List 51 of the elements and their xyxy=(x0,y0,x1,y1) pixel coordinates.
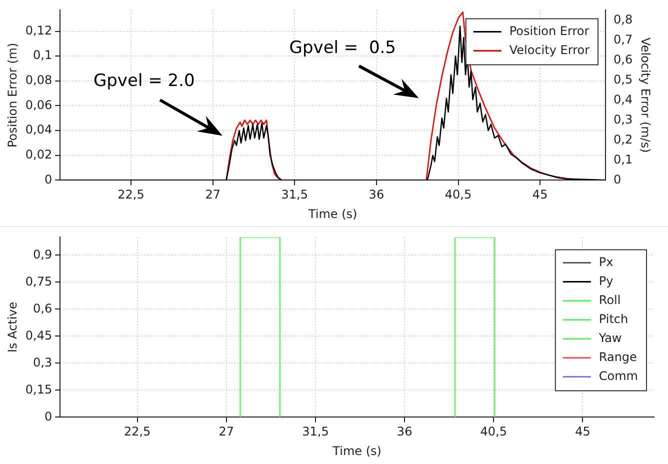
legend-label: Comm xyxy=(598,368,638,383)
y-axis-title: Is Active xyxy=(5,302,20,353)
y-tick-label: 0,45 xyxy=(25,328,52,342)
y2-tick-label: 0 xyxy=(614,172,622,186)
y2-tick-label: 0,4 xyxy=(614,92,633,106)
y2-tick-label: 0,1 xyxy=(614,152,633,166)
x-tick-label: 22,5 xyxy=(124,424,151,439)
legend-label: Roll xyxy=(598,292,621,307)
x-tick-label: 40,5 xyxy=(444,188,472,202)
legend-label: Pitch xyxy=(598,312,628,326)
y2-tick-label: 0,2 xyxy=(614,132,633,146)
x-tick-label: 45 xyxy=(532,188,548,202)
legend-label: Px xyxy=(598,254,614,269)
legend-label: Position Error xyxy=(509,24,590,38)
y-tick-label: 0,04 xyxy=(25,122,52,137)
y-tick-label: 0,12 xyxy=(25,23,52,38)
x-axis-title: Time (s) xyxy=(332,444,382,458)
x-tick-label: 31,5 xyxy=(302,424,329,439)
y2-tick-label: 0,8 xyxy=(614,12,633,26)
y-tick-label: 0,3 xyxy=(33,355,52,370)
y-axis-title: Position Error (m) xyxy=(5,42,20,148)
y-tick-label: 0 xyxy=(44,172,52,186)
y-tick-label: 0,02 xyxy=(25,148,52,162)
legend-label: Range xyxy=(598,350,637,364)
y-tick-label: 0,15 xyxy=(25,382,52,396)
x-tick-label: 27 xyxy=(205,188,220,202)
y-tick-label: 0,06 xyxy=(25,98,52,112)
y-tick-label: 0,1 xyxy=(33,48,52,62)
y2-axis-title: Velocity Error (m/s) xyxy=(638,38,653,153)
y2-tick-label: 0,3 xyxy=(614,112,633,126)
y2-tick-label: 0,6 xyxy=(614,52,633,66)
y-tick-label: 0,75 xyxy=(25,274,52,288)
x-tick-label: 36 xyxy=(368,188,384,202)
legend-label: Yaw xyxy=(598,330,622,345)
x-axis-title: Time (s) xyxy=(307,206,358,221)
y-tick-label: 0 xyxy=(44,409,52,424)
legend-label: Py xyxy=(598,274,614,288)
x-tick-label: 40,5 xyxy=(480,424,508,439)
legend-label: Velocity Error xyxy=(509,42,590,57)
y-tick-label: 0,6 xyxy=(33,301,52,316)
x-tick-label: 31,5 xyxy=(281,188,308,202)
x-tick-label: 27 xyxy=(218,424,234,439)
annotation: Gpvel = 0.5 xyxy=(289,38,396,58)
y2-tick-label: 0,5 xyxy=(614,72,633,86)
y2-tick-label: 0,7 xyxy=(614,32,633,46)
x-tick-label: 22,5 xyxy=(118,188,144,202)
y-tick-label: 0,9 xyxy=(33,247,52,262)
x-tick-label: 45 xyxy=(575,424,590,439)
x-tick-label: 36 xyxy=(396,424,412,439)
annotation: Gpvel = 2.0 xyxy=(93,71,195,92)
y-tick-label: 0,08 xyxy=(25,73,52,88)
